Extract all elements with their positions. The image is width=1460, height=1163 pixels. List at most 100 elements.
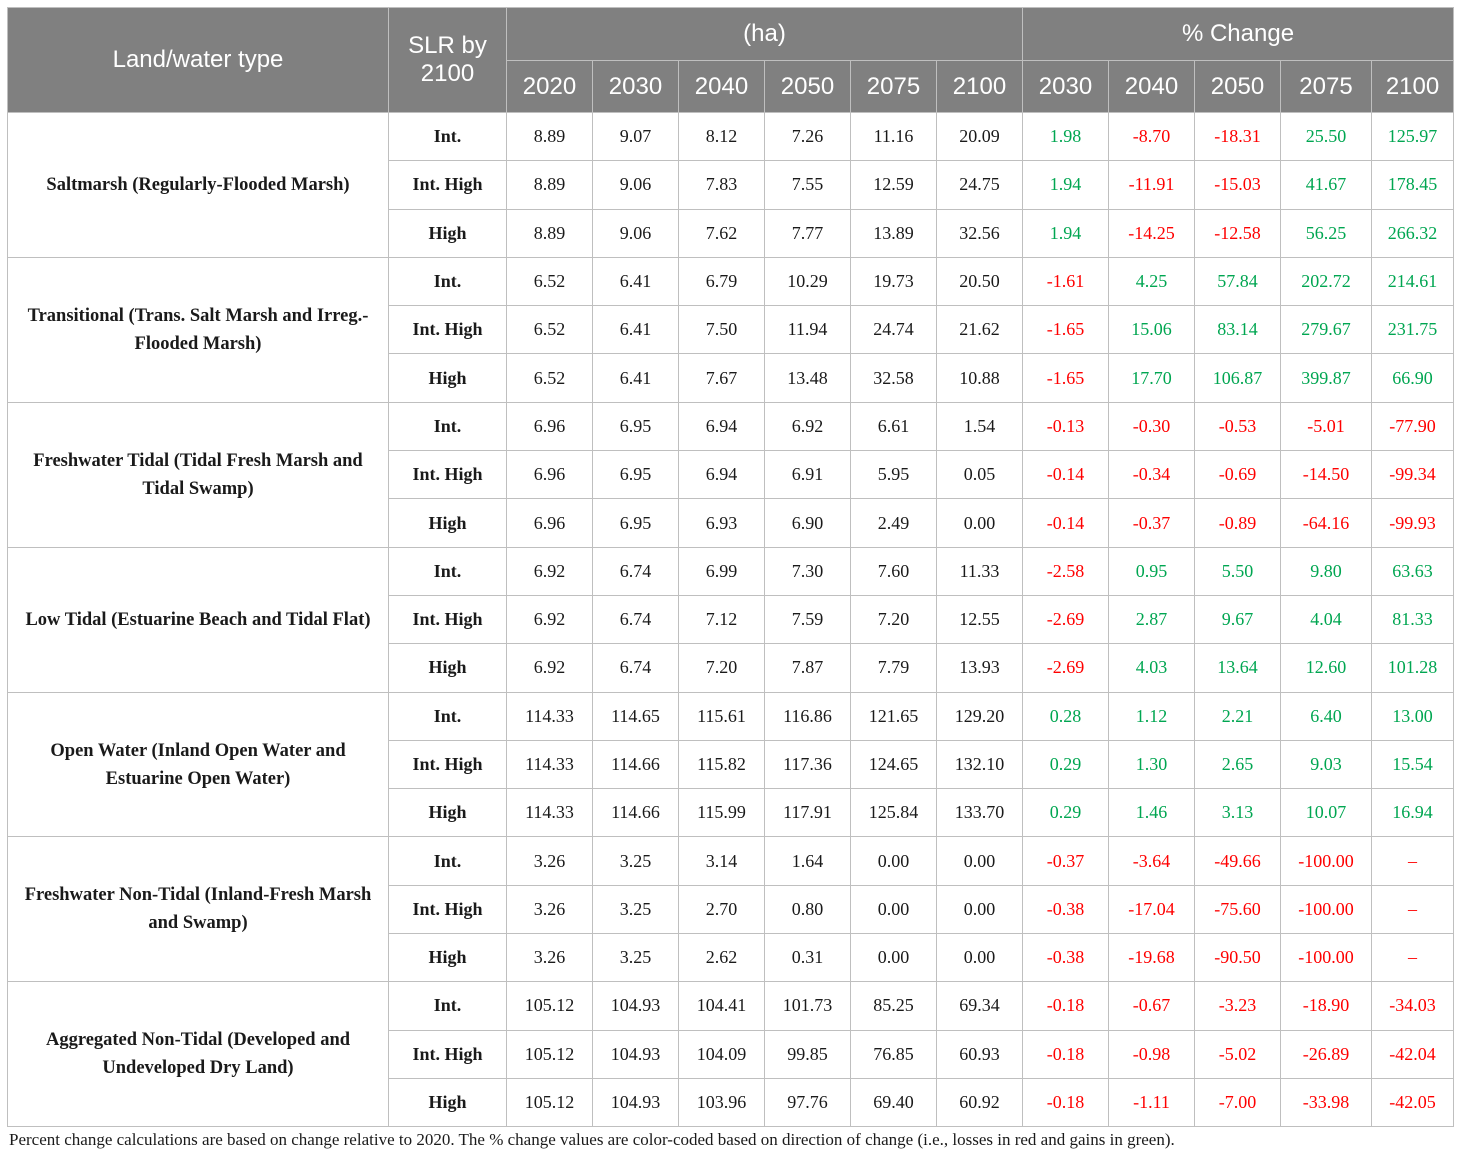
- ha-value-cell: 6.95: [592, 498, 679, 548]
- pct-change-cell: -0.18: [1022, 1029, 1109, 1079]
- ha-value-cell: 6.96: [506, 401, 593, 452]
- ha-value-cell: 105.12: [506, 1029, 593, 1079]
- pct-change-cell: -100.00: [1280, 836, 1372, 886]
- ha-value-cell: 121.65: [850, 691, 937, 741]
- ha-value-cell: 7.62: [678, 208, 765, 258]
- ha-value-cell: 114.33: [506, 788, 593, 838]
- ha-value-cell: 117.91: [764, 788, 851, 838]
- pct-change-cell: -18.31: [1194, 111, 1281, 162]
- table-row: Int. High 3.26 3.25 2.70 0.80 0.00 0.00 -0.38 -1…: [8, 884, 1455, 935]
- ha-value-cell: 125.84: [850, 788, 937, 838]
- ha-value-cell: 7.12: [678, 594, 765, 645]
- pct-change-cell: 25.50: [1280, 111, 1372, 162]
- slr-scenario: Int.: [388, 691, 507, 741]
- ha-value-cell: 7.30: [764, 546, 851, 596]
- table-row: High 6.92 6.74 7.20 7.87 7.79 13.93 -2.69 4.03 13…: [8, 643, 1455, 693]
- ha-value-cell: 6.52: [506, 353, 593, 403]
- ha-value-cell: 20.09: [936, 111, 1023, 162]
- ha-value-cell: 19.73: [850, 256, 937, 307]
- ha-value-cell: 13.48: [764, 353, 851, 403]
- slr-scenario: Int. High: [388, 739, 507, 790]
- ha-value-cell: 3.26: [506, 836, 593, 886]
- pct-change-cell: 4.04: [1280, 594, 1372, 645]
- ha-value-cell: 133.70: [936, 788, 1023, 838]
- ha-value-cell: 7.60: [850, 546, 937, 596]
- header-land-water-type: Land/water type: [7, 7, 389, 113]
- pct-change-cell: -7.00: [1194, 1077, 1281, 1128]
- pct-change-cell: -42.04: [1370, 1029, 1455, 1079]
- ha-value-cell: 0.00: [936, 836, 1023, 886]
- pct-change-cell: 81.33: [1370, 594, 1455, 645]
- ha-value-cell: 97.76: [764, 1077, 851, 1128]
- pct-change-cell: 4.03: [1108, 643, 1195, 693]
- header-year-pct: 2100: [1370, 60, 1455, 113]
- pct-change-cell: -17.04: [1108, 884, 1195, 935]
- header-year-ha: 2050: [764, 60, 851, 113]
- header-year-ha: 2030: [592, 60, 679, 113]
- pct-change-cell: 83.14: [1194, 305, 1281, 355]
- ha-value-cell: 7.59: [764, 594, 851, 645]
- ha-value-cell: 6.61: [850, 401, 937, 452]
- ha-value-cell: 6.96: [506, 498, 593, 548]
- ha-value-cell: 3.25: [592, 933, 679, 983]
- ha-value-cell: 6.94: [678, 450, 765, 500]
- ha-value-cell: 7.87: [764, 643, 851, 693]
- ha-value-cell: 0.00: [850, 884, 937, 935]
- pct-change-cell: -0.69: [1194, 450, 1281, 500]
- pct-change-cell: 10.07: [1280, 788, 1372, 838]
- slr-scenario: Int. High: [388, 160, 507, 210]
- pct-change-cell: 15.54: [1370, 739, 1455, 790]
- pct-change-cell: -99.93: [1370, 498, 1455, 548]
- pct-change-cell: -1.11: [1108, 1077, 1195, 1128]
- ha-value-cell: 0.00: [850, 933, 937, 983]
- ha-value-cell: 9.06: [592, 160, 679, 210]
- ha-value-cell: 6.74: [592, 594, 679, 645]
- pct-change-cell: -26.89: [1280, 1029, 1372, 1079]
- pct-change-cell: -0.53: [1194, 401, 1281, 452]
- ha-value-cell: 8.89: [506, 208, 593, 258]
- pct-change-cell: 178.45: [1370, 160, 1455, 210]
- ha-value-cell: 12.55: [936, 594, 1023, 645]
- table-row: Open Water (Inland Open Water and Estuar…: [7, 691, 1455, 838]
- ha-value-cell: 6.94: [678, 401, 765, 452]
- pct-change-cell: 6.40: [1280, 691, 1372, 741]
- land-type-label: Open Water (Inland Open Water and Estuar…: [7, 691, 389, 838]
- ha-value-cell: 114.66: [592, 788, 679, 838]
- ha-value-cell: 10.29: [764, 256, 851, 307]
- slr-scenario: Int.: [388, 981, 507, 1031]
- ha-value-cell: 12.59: [850, 160, 937, 210]
- ha-value-cell: 10.88: [936, 353, 1023, 403]
- ha-value-cell: 2.62: [678, 933, 765, 983]
- pct-change-cell: 4.25: [1108, 256, 1195, 307]
- ha-value-cell: 114.33: [506, 739, 593, 790]
- pct-change-cell: 63.63: [1370, 546, 1455, 596]
- ha-value-cell: 69.34: [936, 981, 1023, 1031]
- pct-change-cell: -11.91: [1108, 160, 1195, 210]
- header-slr-line1: SLR by: [408, 32, 487, 59]
- pct-change-cell: -0.38: [1022, 933, 1109, 983]
- pct-change-cell: -0.67: [1108, 981, 1195, 1031]
- ha-value-cell: 105.12: [506, 1077, 593, 1128]
- ha-value-cell: 32.58: [850, 353, 937, 403]
- pct-change-cell: -8.70: [1108, 111, 1195, 162]
- land-type-label: Freshwater Non-Tidal (Inland-Fresh Marsh…: [7, 836, 389, 983]
- ha-value-cell: 6.92: [764, 401, 851, 452]
- ha-value-cell: 69.40: [850, 1077, 937, 1128]
- pct-change-cell: 41.67: [1280, 160, 1372, 210]
- ha-value-cell: 13.93: [936, 643, 1023, 693]
- table-row: High 105.12 104.93 103.96 97.76 69.40 60.92 -0.…: [8, 1077, 1455, 1128]
- pct-change-cell: 266.32: [1370, 208, 1455, 258]
- pct-change-cell: -0.14: [1022, 450, 1109, 500]
- ha-value-cell: 7.77: [764, 208, 851, 258]
- pct-change-cell: -5.02: [1194, 1029, 1281, 1079]
- land-type-label: Saltmarsh (Regularly-Flooded Marsh): [7, 112, 389, 258]
- ha-value-cell: 21.62: [936, 305, 1023, 355]
- table-row: High 6.52 6.41 7.67 13.48 32.58 10.88 -1.65 17.7…: [8, 353, 1455, 403]
- ha-value-cell: 115.82: [678, 739, 765, 790]
- slr-scenario: Int. High: [388, 305, 507, 355]
- land-type-label: Freshwater Tidal (Tidal Fresh Marsh and …: [7, 401, 389, 548]
- ha-value-cell: 9.07: [592, 111, 679, 162]
- table-row: High 6.96 6.95 6.93 6.90 2.49 0.00 -0.14 -0.37 -0…: [8, 498, 1455, 548]
- pct-change-cell: 1.12: [1108, 691, 1195, 741]
- pct-change-cell: -1.65: [1022, 305, 1109, 355]
